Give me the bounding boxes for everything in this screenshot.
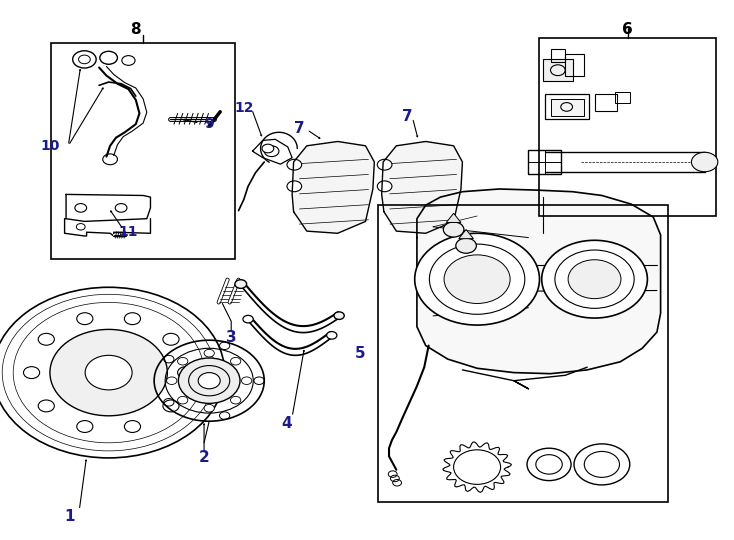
Circle shape: [230, 357, 241, 365]
Circle shape: [23, 367, 40, 379]
Bar: [528, 150, 561, 174]
Bar: [595, 94, 617, 111]
Circle shape: [178, 396, 188, 404]
Circle shape: [163, 400, 179, 412]
Circle shape: [584, 451, 619, 477]
Polygon shape: [417, 189, 661, 374]
Bar: [539, 38, 716, 216]
Circle shape: [38, 400, 54, 412]
Circle shape: [377, 159, 392, 170]
Circle shape: [691, 152, 718, 172]
Circle shape: [50, 329, 167, 416]
Circle shape: [204, 349, 214, 357]
Circle shape: [241, 377, 252, 384]
Circle shape: [334, 312, 344, 320]
Circle shape: [377, 181, 392, 192]
Circle shape: [235, 280, 247, 288]
Bar: [615, 92, 630, 103]
Polygon shape: [446, 213, 461, 222]
Bar: [543, 59, 573, 81]
Circle shape: [178, 357, 188, 365]
Circle shape: [542, 240, 647, 318]
Circle shape: [230, 396, 241, 404]
Text: 1: 1: [65, 509, 75, 524]
Text: 9: 9: [204, 117, 214, 131]
Circle shape: [243, 315, 253, 323]
Circle shape: [198, 373, 220, 389]
Bar: [550, 49, 565, 62]
Bar: [378, 205, 668, 502]
Circle shape: [167, 377, 177, 384]
Text: 6: 6: [622, 22, 633, 37]
Circle shape: [38, 333, 54, 345]
Text: 8: 8: [131, 22, 141, 37]
Circle shape: [262, 144, 274, 153]
Text: 4: 4: [281, 416, 291, 431]
Polygon shape: [292, 141, 374, 233]
Text: 2: 2: [199, 450, 209, 465]
Text: 11: 11: [119, 225, 138, 239]
Bar: [565, 54, 584, 76]
Circle shape: [568, 260, 621, 299]
Bar: [550, 99, 584, 116]
Circle shape: [85, 355, 132, 390]
Circle shape: [327, 332, 337, 339]
Polygon shape: [382, 141, 462, 233]
Circle shape: [77, 421, 93, 433]
Circle shape: [444, 255, 510, 303]
Circle shape: [124, 313, 140, 325]
Circle shape: [204, 404, 214, 412]
Text: 7: 7: [402, 109, 413, 124]
Circle shape: [163, 333, 179, 345]
Bar: [545, 94, 589, 119]
Circle shape: [178, 358, 240, 403]
Text: 7: 7: [294, 121, 305, 136]
Bar: [51, 43, 235, 259]
Circle shape: [77, 313, 93, 325]
Circle shape: [287, 159, 302, 170]
Circle shape: [456, 238, 476, 253]
Text: 10: 10: [40, 139, 59, 153]
Text: 5: 5: [355, 346, 365, 361]
Circle shape: [124, 421, 140, 433]
Polygon shape: [459, 230, 473, 239]
Text: 3: 3: [226, 330, 236, 345]
Text: 12: 12: [235, 101, 254, 115]
Circle shape: [178, 367, 194, 379]
Circle shape: [443, 222, 464, 237]
Circle shape: [536, 455, 562, 474]
Circle shape: [415, 233, 539, 325]
Circle shape: [287, 181, 302, 192]
